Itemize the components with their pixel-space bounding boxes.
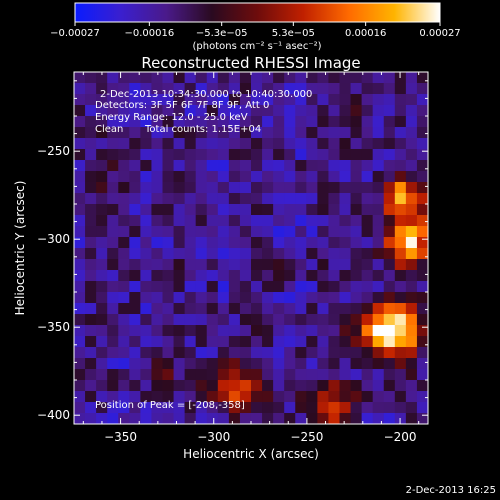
info-total-counts: Total counts: 1.15E+04: [144, 124, 261, 135]
y-tick-label: −300: [37, 232, 70, 246]
colorbar-frame: [74, 2, 441, 23]
x-tick-label: −350: [104, 430, 137, 444]
y-tick-label: −350: [37, 320, 70, 334]
x-tick-label: −300: [197, 430, 230, 444]
info-energy-range: Energy Range: 12.0 - 25.0 keV: [95, 112, 248, 123]
colorbar-tick-label: −5.3e−05: [196, 28, 248, 39]
footer-timestamp: 2-Dec-2013 16:25: [406, 485, 496, 496]
peak-position-label: Position of Peak = [-208,-358]: [95, 400, 245, 411]
x-tick-label: −200: [384, 430, 417, 444]
colorbar-tick-label: 5.3e−05: [272, 28, 315, 39]
axis-ticks: −350 −300 −250 −200 −250 −300 −350 −400: [37, 72, 428, 444]
y-tick-label: −250: [37, 144, 70, 158]
x-axis-label: Heliocentric X (arcsec): [183, 447, 319, 461]
colorbar-tick-label: 0.00027: [419, 28, 460, 39]
heatmap-image: [74, 72, 428, 424]
y-axis-label: Heliocentric Y (arcsec): [13, 181, 27, 316]
info-clean: Clean: [95, 124, 123, 135]
x-tick-label: −250: [290, 430, 323, 444]
colorbar-tick-label: −0.00016: [124, 28, 174, 39]
y-tick-label: −400: [37, 408, 70, 422]
chart-title: Reconstructed RHESSI Image: [141, 54, 360, 72]
info-time-range: 2-Dec-2013 10:34:30.000 to 10:40:30.000: [100, 89, 312, 100]
colorbar-unit-label: (photons cm⁻² s⁻¹ asec⁻²): [192, 41, 321, 52]
colorbar-ticks: −0.00027 −0.00016 −5.3e−05 5.3e−05 0.00016 0.…: [50, 22, 461, 39]
colorbar-tick-label: 0.00016: [345, 28, 386, 39]
info-detectors: Detectors: 3F 5F 6F 7F 8F 9F, Att 0: [95, 100, 269, 111]
colorbar-tick-label: −0.00027: [50, 28, 100, 39]
colorbar: [75, 3, 440, 22]
